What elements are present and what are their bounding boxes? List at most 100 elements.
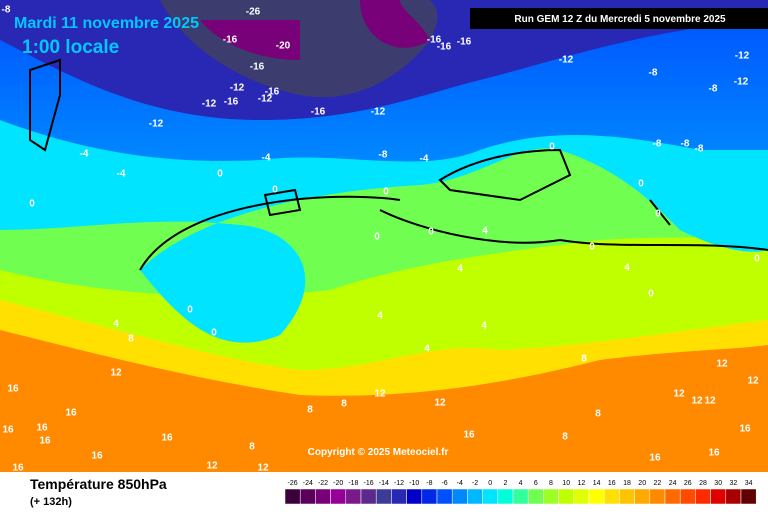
isotherm-label: 12 xyxy=(110,368,122,379)
colorbar-label: -8 xyxy=(426,480,432,487)
isotherm-label: 4 xyxy=(377,311,383,322)
isotherm-label: 12 xyxy=(434,398,446,409)
isotherm-label: 0 xyxy=(272,185,278,196)
isotherm-label: -12 xyxy=(258,94,273,105)
colorbar-swatch xyxy=(664,488,681,505)
colorbar-label: 16 xyxy=(608,480,616,487)
colorbar-swatch xyxy=(299,488,316,505)
isotherm-label: -16 xyxy=(311,107,326,118)
colorbar-label: 2 xyxy=(503,480,507,487)
isotherm-label: 0 xyxy=(549,142,555,153)
isotherm-label: 16 xyxy=(12,463,24,474)
isotherm-label: -12 xyxy=(734,77,749,88)
colorbar-swatch xyxy=(710,488,727,505)
colorbar-label: 32 xyxy=(730,480,738,487)
colorbar-label: -24 xyxy=(303,480,313,487)
colorbar-label: -10 xyxy=(409,480,419,487)
colorbar-label: -16 xyxy=(364,480,374,487)
colorbar-label: -26 xyxy=(288,480,298,487)
colorbar-label: -12 xyxy=(394,480,404,487)
isotherm-label: 16 xyxy=(39,436,51,447)
isotherm-label: 12 xyxy=(716,359,728,370)
colorbar-label: 24 xyxy=(669,480,677,487)
isotherm-label: 16 xyxy=(91,451,103,462)
colorbar-swatch xyxy=(573,488,590,505)
isotherm-label: 12 xyxy=(691,396,703,407)
isotherm-label: -4 xyxy=(117,169,126,180)
colorbar-label: 20 xyxy=(638,480,646,487)
isotherm-label: 4 xyxy=(482,226,488,237)
isotherm-label: 4 xyxy=(624,263,630,274)
isotherm-label: -12 xyxy=(735,51,750,62)
isotherm-label: 12 xyxy=(673,389,685,400)
colorbar-swatch xyxy=(649,488,666,505)
isotherm-label: -12 xyxy=(371,107,386,118)
colorbar-swatch xyxy=(497,488,514,505)
colorbar-swatch xyxy=(543,488,559,505)
isotherm-label: -16 xyxy=(224,97,239,108)
colorbar-swatch xyxy=(740,488,757,505)
colorbar-label: 4 xyxy=(519,480,523,487)
colorbar-swatch xyxy=(695,488,711,505)
isotherm-label: -16 xyxy=(265,87,280,98)
isotherm-label: 0 xyxy=(374,232,380,243)
isotherm-label: -16 xyxy=(250,62,265,73)
isotherm-label: 16 xyxy=(2,425,14,436)
isotherm-label: 12 xyxy=(747,376,759,387)
isotherm-label: 16 xyxy=(36,423,48,434)
colorbar-label: -18 xyxy=(348,480,358,487)
isotherm-label: -4 xyxy=(80,149,89,160)
isotherm-label: 0 xyxy=(648,289,654,300)
colorbar-label: -4 xyxy=(457,480,463,487)
isotherm-label: -12 xyxy=(559,55,574,66)
isotherm-label: 16 xyxy=(708,448,720,459)
isotherm-label: 0 xyxy=(428,227,434,238)
isotherm-label: 0 xyxy=(29,199,35,210)
isotherm-label: 0 xyxy=(383,187,389,198)
colorbar-swatch xyxy=(315,488,331,505)
isotherm-label: 8 xyxy=(562,432,568,443)
coastline xyxy=(139,195,768,271)
isotherm-label: 16 xyxy=(65,408,77,419)
isotherm-label: 0 xyxy=(211,328,217,339)
zone-core xyxy=(200,0,430,60)
colorbar-swatch xyxy=(406,488,423,505)
colorbar-swatch xyxy=(421,488,438,505)
colorbar-swatch xyxy=(345,488,362,505)
footer-lead: (+ 132h) xyxy=(30,496,72,508)
colorbar-swatch xyxy=(482,488,499,505)
colorbar-swatch xyxy=(558,488,575,505)
isotherm-label: 12 xyxy=(704,396,716,407)
isotherm-label: -8 xyxy=(649,68,658,79)
isotherm-label: -12 xyxy=(230,83,245,94)
isotherm-label: 0 xyxy=(589,242,595,253)
colorbar-label: 10 xyxy=(562,480,570,487)
run-info: Run GEM 12 Z du Mercredi 5 novembre 2025 xyxy=(514,14,726,25)
isotherm-label: -4 xyxy=(420,154,429,165)
colorbar-label: 22 xyxy=(654,480,662,487)
colorbar-swatch xyxy=(679,488,696,505)
colorbar-label: 12 xyxy=(578,480,586,487)
colorbar-label: -14 xyxy=(379,480,389,487)
isotherm-label: -8 xyxy=(379,150,388,161)
map-time: 1:00 locale xyxy=(22,37,119,58)
isotherm-label: -16 xyxy=(457,37,472,48)
colorbar-swatch xyxy=(330,488,347,505)
isotherm-label: -8 xyxy=(681,139,690,150)
copyright: Copyright © 2025 Meteociel.fr xyxy=(308,447,449,458)
isotherm-label: 12 xyxy=(374,389,386,400)
isotherm-label: 16 xyxy=(161,433,173,444)
isotherm-label: -12 xyxy=(202,99,217,110)
isotherm-label: -4 xyxy=(262,153,271,164)
isotherm-label: 16 xyxy=(739,424,751,435)
colorbar-swatch xyxy=(360,488,377,505)
isotherm-label: 12 xyxy=(257,463,269,474)
colorbar-label: 30 xyxy=(714,480,722,487)
isotherm-label: 8 xyxy=(595,409,601,420)
colorbar-swatch xyxy=(375,488,392,505)
isotherm-label: 8 xyxy=(128,334,134,345)
isotherm-label: -8 xyxy=(709,84,718,95)
isotherm-label: 8 xyxy=(581,354,587,365)
isotherm-label: 16 xyxy=(463,430,475,441)
